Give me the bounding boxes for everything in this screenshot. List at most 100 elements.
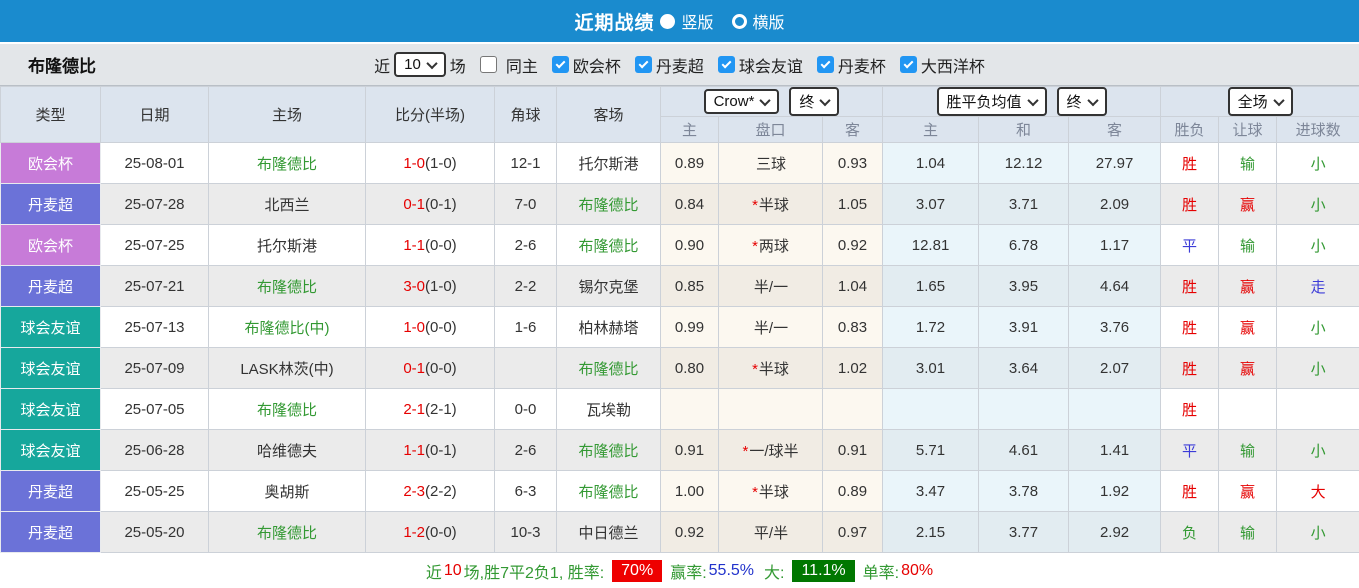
avg-draw: 3.78 <box>979 471 1069 512</box>
check-icon <box>721 59 731 69</box>
comp-atlantic-cup-label[interactable]: 大西洋杯 <box>921 53 985 77</box>
result-wdl: 平 <box>1161 225 1219 266</box>
odds-home: 0.84 <box>661 184 719 225</box>
check-icon <box>903 59 913 69</box>
same-home-checkbox[interactable] <box>480 56 497 73</box>
type-badge: 球会友谊 <box>1 307 101 348</box>
col-let: 让球 <box>1219 117 1277 143</box>
radio-selected-icon[interactable] <box>660 14 675 29</box>
comp-eu-cup-checkbox[interactable] <box>552 56 569 73</box>
match-date: 25-07-13 <box>101 307 209 348</box>
score-cell: 1-0(0-0) <box>366 307 495 348</box>
avg-draw: 3.95 <box>979 266 1069 307</box>
scope-select-group: 全场 <box>1161 87 1359 117</box>
comp-eu-cup-label[interactable]: 欧会杯 <box>573 53 621 77</box>
check-icon <box>638 59 648 69</box>
radio-unselected-icon[interactable] <box>732 14 747 29</box>
avg-draw <box>979 389 1069 430</box>
result-wdl: 负 <box>1161 512 1219 553</box>
same-home-label[interactable]: 同主 <box>506 53 538 77</box>
avg-home: 2.15 <box>883 512 979 553</box>
score-cell: 1-0(1-0) <box>366 143 495 184</box>
home-team: 布隆德比 <box>209 389 366 430</box>
summary-single-label: 单率: <box>863 559 899 583</box>
fulltime-select[interactable]: 全场 <box>1228 87 1293 116</box>
avg-draw: 3.64 <box>979 348 1069 389</box>
avg-away: 3.76 <box>1069 307 1161 348</box>
avg-away: 2.92 <box>1069 512 1161 553</box>
result-handicap <box>1219 389 1277 430</box>
match-count-select[interactable]: 10 <box>394 52 446 77</box>
match-row: 丹麦超 25-07-28 北西兰 0-1(0-1) 7-0 布隆德比 0.84 … <box>1 184 1359 225</box>
avg-draw: 6.78 <box>979 225 1069 266</box>
match-date: 25-07-28 <box>101 184 209 225</box>
odds-away <box>823 389 883 430</box>
result-goals: 小 <box>1277 307 1359 348</box>
avg-away: 27.97 <box>1069 143 1161 184</box>
avg-away <box>1069 389 1161 430</box>
avg-draw: 12.12 <box>979 143 1069 184</box>
away-team: 布隆德比 <box>557 184 661 225</box>
radio-vertical-label[interactable]: 竖版 <box>681 9 713 33</box>
avg-home: 3.01 <box>883 348 979 389</box>
radio-horizontal-label[interactable]: 横版 <box>753 9 785 33</box>
handicap-cell <box>719 389 823 430</box>
avg-away: 1.41 <box>1069 430 1161 471</box>
match-date: 25-07-21 <box>101 266 209 307</box>
avg-final-select[interactable]: 终 <box>1057 87 1107 116</box>
col-odds-away: 客 <box>823 117 883 143</box>
win-rate-badge: 70% <box>612 560 662 582</box>
handicap-cell: *一/球半 <box>719 430 823 471</box>
avg-draw: 3.77 <box>979 512 1069 553</box>
result-goals: 小 <box>1277 512 1359 553</box>
result-handicap: 输 <box>1219 225 1277 266</box>
comp-friendly-checkbox[interactable] <box>718 56 735 73</box>
type-badge: 丹麦超 <box>1 266 101 307</box>
match-row: 球会友谊 25-07-13 布隆德比(中) 1-0(0-0) 1-6 柏林赫塔 … <box>1 307 1359 348</box>
result-handicap: 赢 <box>1219 266 1277 307</box>
col-date: 日期 <box>101 87 209 143</box>
result-handicap: 输 <box>1219 143 1277 184</box>
home-team: 布隆德比(中) <box>209 307 366 348</box>
comp-dk-super-checkbox[interactable] <box>635 56 652 73</box>
result-wdl: 胜 <box>1161 307 1219 348</box>
odds-away: 0.83 <box>823 307 883 348</box>
col-avg-draw: 和 <box>979 117 1069 143</box>
avg-odds-select[interactable]: 胜平负均值 <box>937 87 1047 116</box>
odds-home: 0.90 <box>661 225 719 266</box>
away-team: 瓦埃勒 <box>557 389 661 430</box>
type-badge: 球会友谊 <box>1 389 101 430</box>
result-wdl: 平 <box>1161 430 1219 471</box>
result-goals: 小 <box>1277 348 1359 389</box>
comp-friendly-label[interactable]: 球会友谊 <box>739 53 803 77</box>
page-title: 近期战绩 <box>574 8 654 35</box>
col-avg-away: 客 <box>1069 117 1161 143</box>
avg-home: 5.71 <box>883 430 979 471</box>
odds-away: 1.04 <box>823 266 883 307</box>
handicap-cell: *两球 <box>719 225 823 266</box>
home-team: 布隆德比 <box>209 266 366 307</box>
odds-home: 0.99 <box>661 307 719 348</box>
col-avg-home: 主 <box>883 117 979 143</box>
team-name: 布隆德比 <box>28 52 96 77</box>
avg-home: 1.65 <box>883 266 979 307</box>
result-handicap: 输 <box>1219 430 1277 471</box>
handicap-final-select[interactable]: 终 <box>789 87 839 116</box>
result-goals <box>1277 389 1359 430</box>
comp-dk-super-label[interactable]: 丹麦超 <box>656 53 704 77</box>
comp-dk-cup-label[interactable]: 丹麦杯 <box>838 53 886 77</box>
avg-away: 1.92 <box>1069 471 1161 512</box>
result-handicap: 赢 <box>1219 307 1277 348</box>
recent-results-table: 类型 日期 主场 比分(半场) 角球 客场 Crow* 终 <box>0 86 1359 553</box>
bookmaker-select[interactable]: Crow* <box>704 89 780 114</box>
match-row: 球会友谊 25-07-09 LASK林茨(中) 0-1(0-0) 布隆德比 0.… <box>1 348 1359 389</box>
score-cell: 1-2(0-0) <box>366 512 495 553</box>
comp-dk-cup-checkbox[interactable] <box>817 56 834 73</box>
match-row: 球会友谊 25-07-05 布隆德比 2-1(2-1) 0-0 瓦埃勒 胜 <box>1 389 1359 430</box>
col-home: 主场 <box>209 87 366 143</box>
match-date: 25-07-09 <box>101 348 209 389</box>
comp-atlantic-cup-checkbox[interactable] <box>900 56 917 73</box>
home-team: 哈维德夫 <box>209 430 366 471</box>
away-team: 布隆德比 <box>557 430 661 471</box>
away-team: 托尔斯港 <box>557 143 661 184</box>
